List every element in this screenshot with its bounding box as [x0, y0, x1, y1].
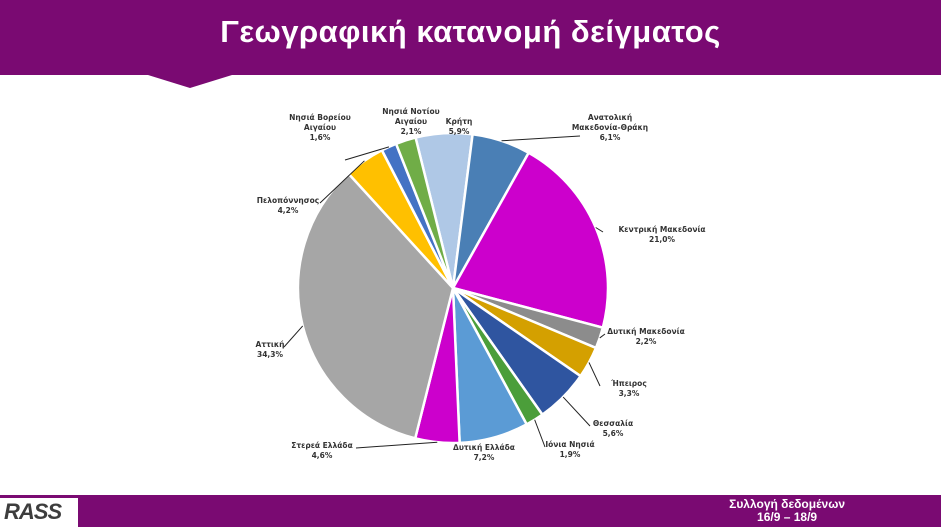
slice-value-label: 4,2%: [278, 206, 299, 215]
slice-label: Αττική: [256, 340, 285, 349]
slice-label: Μακεδονία-Θράκη: [572, 123, 648, 132]
slice-value-label: 5,6%: [603, 429, 624, 438]
slice-value-label: 1,9%: [560, 450, 581, 459]
footer-line-2: 16/9 – 18/9: [757, 510, 818, 524]
slice-label: Δυτική Μακεδονία: [607, 327, 684, 336]
slice-value-label: 6,1%: [600, 133, 621, 142]
slice-value-label: 7,2%: [474, 453, 495, 462]
footer-bar: [0, 495, 941, 527]
slice-value-label: 2,2%: [636, 337, 657, 346]
logo-box: [0, 498, 78, 527]
header-bar: [0, 0, 941, 75]
slice-label: Πελοπόννησος: [257, 196, 319, 205]
slice-value-label: 1,6%: [310, 133, 331, 142]
slice-value-label: 3,3%: [619, 389, 640, 398]
slice-label: Νησιά Νοτίου: [382, 107, 440, 116]
leader-line: [283, 325, 304, 348]
header-notch: [148, 75, 232, 88]
slice-label: Κεντρική Μακεδονία: [618, 225, 705, 234]
leader-line: [588, 362, 601, 387]
pie-slice: [394, 136, 455, 289]
slice-label: Ανατολική: [588, 113, 632, 122]
slice-label: Αιγαίου: [395, 117, 427, 126]
slice-label: Θεσσαλία: [593, 419, 633, 428]
slice-value-label: 5,9%: [449, 127, 470, 136]
rass-logo: RASS: [4, 499, 62, 524]
page-title: Γεωγραφική κατανομή δείγματος: [220, 14, 721, 49]
slice-label: Στερεά Ελλάδα: [291, 441, 352, 450]
slice-label: Ήπειρος: [610, 379, 647, 388]
slice-label: Νησιά Βορείου: [289, 113, 351, 122]
slice-label: Δυτική Ελλάδα: [453, 443, 515, 452]
leader-line: [319, 160, 365, 204]
leader-line: [595, 227, 604, 233]
leader-line: [562, 396, 591, 427]
footer-info: Συλλογή δεδομένων 16/9 – 18/9: [729, 498, 845, 524]
slice-value-label: 34,3%: [257, 350, 284, 359]
leader-line: [344, 146, 390, 161]
slice-label: Κρήτη: [446, 117, 473, 126]
leader-line: [501, 135, 581, 142]
leader-line: [534, 419, 546, 448]
slice-value-label: 4,6%: [312, 451, 333, 460]
footer-line-1: Συλλογή δεδομένων: [729, 497, 845, 511]
slice-value-label: 2,1%: [401, 127, 422, 136]
slice-value-label: 21,0%: [649, 235, 676, 244]
slice-label: Ιόνια Νησιά: [545, 440, 594, 449]
slice-label: Αιγαίου: [304, 123, 336, 132]
leader-line: [599, 333, 606, 339]
leader-line: [355, 441, 438, 449]
pie-slice: [296, 171, 455, 440]
